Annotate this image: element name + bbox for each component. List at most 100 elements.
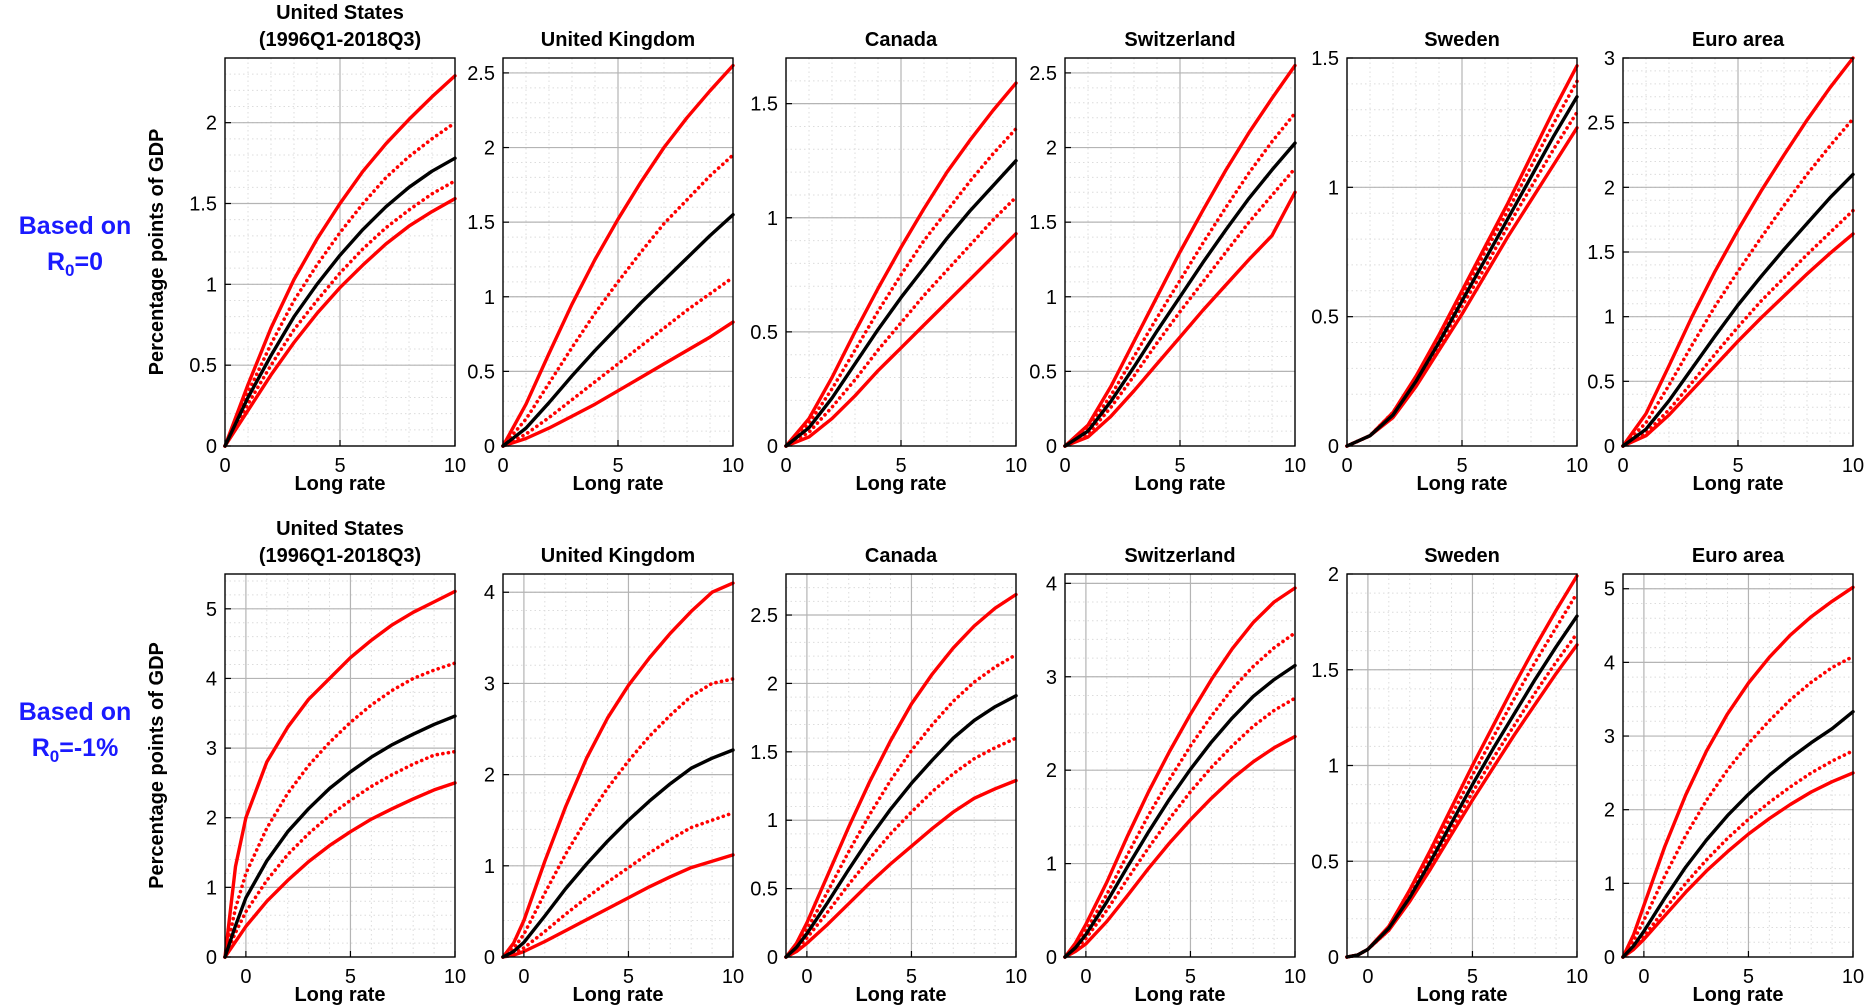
minor-grid	[786, 58, 1016, 446]
y-tick-label: 0	[484, 436, 495, 458]
x-axis-label: Long rate	[855, 473, 946, 495]
x-tick-label: 10	[1284, 966, 1306, 988]
x-tick-label: 10	[1842, 966, 1864, 988]
y-tick-label: 1	[767, 208, 778, 230]
chart-title: United Kingdom	[541, 29, 695, 51]
y-tick-label: 0	[767, 436, 778, 458]
x-tick-label: 10	[1566, 966, 1588, 988]
series-line-upper	[784, 592, 1018, 959]
series-line-central	[223, 156, 457, 448]
x-tick-label: 10	[1566, 455, 1588, 477]
axes-box	[224, 573, 456, 958]
chart-title: Switzerland	[1124, 545, 1235, 567]
series-line-upper-inner	[784, 652, 1018, 959]
major-grid	[225, 574, 455, 957]
y-tick-label: 1	[1604, 307, 1615, 329]
series-line-lower-inner	[223, 179, 457, 448]
y-tick-label: 0	[1046, 947, 1057, 969]
x-tick-label: 5	[906, 966, 917, 988]
x-tick-label: 5	[345, 966, 356, 988]
y-axis-label: Percentage points of GDP	[146, 129, 168, 376]
minor-grid	[1347, 58, 1577, 446]
series-line-upper	[784, 81, 1018, 448]
chart-title: Switzerland	[1124, 29, 1235, 51]
y-tick-label: 0	[206, 947, 217, 969]
chart-title: (1996Q1-2018Q3)	[259, 545, 421, 567]
chart-title: United States	[276, 518, 404, 540]
y-tick-label: 1.5	[1029, 212, 1057, 234]
x-axis-label: Long rate	[855, 984, 946, 1006]
series-line-central	[1063, 141, 1297, 448]
y-tick-label: 1.5	[1311, 660, 1339, 682]
y-tick-label: 5	[206, 599, 217, 621]
x-axis-label: Long rate	[294, 473, 385, 495]
row-label-r0-zero: Based on R0=0	[0, 208, 150, 289]
series-line-lower	[1063, 190, 1297, 448]
series-line-lower-inner	[501, 811, 735, 959]
y-tick-label: 2.5	[750, 605, 778, 627]
x-axis-label: Long rate	[1134, 984, 1225, 1006]
axes-box	[1064, 573, 1296, 958]
y-tick-label: 2	[1328, 564, 1339, 586]
y-tick-label: 1	[206, 274, 217, 296]
y-tick-label: 0.5	[189, 355, 217, 377]
x-tick-label: 5	[1185, 966, 1196, 988]
y-tick-label: 1.5	[750, 742, 778, 764]
x-tick-label: 5	[1743, 966, 1754, 988]
x-tick-label: 0	[1059, 455, 1070, 477]
x-tick-label: 5	[334, 455, 345, 477]
y-tick-label: 1	[484, 856, 495, 878]
x-tick-label: 0	[1341, 455, 1352, 477]
y-tick-label: 2	[1046, 138, 1057, 160]
chart-title: United Kingdom	[541, 545, 695, 567]
row-label-line2: R0=0	[46, 248, 104, 280]
row-label-line1: Based on	[18, 698, 132, 726]
y-tick-label: 1	[484, 287, 495, 309]
x-axis-label: Long rate	[1692, 473, 1783, 495]
chart-title: Sweden	[1424, 29, 1500, 51]
y-tick-label: 3	[1604, 48, 1615, 70]
chart-panel: 0 5 10 0 0.5 1 1.5 Long rate Canada	[750, 29, 1027, 495]
x-tick-label: 10	[722, 455, 744, 477]
series-line-lower-inner	[784, 736, 1018, 959]
series-line-upper-inner	[223, 661, 457, 959]
axes-box	[785, 573, 1017, 958]
y-tick-label: 2.5	[1029, 63, 1057, 85]
x-tick-label: 10	[1842, 455, 1864, 477]
x-tick-label: 0	[497, 455, 508, 477]
major-grid	[1623, 574, 1853, 957]
x-axis-label: Long rate	[1416, 984, 1507, 1006]
y-tick-label: 1.5	[189, 194, 217, 216]
chart-title: Canada	[865, 545, 938, 567]
y-tick-label: 3	[206, 738, 217, 760]
y-tick-label: 0.5	[467, 361, 495, 383]
series-line-upper	[1621, 585, 1855, 959]
y-tick-label: 2.5	[467, 63, 495, 85]
x-tick-label: 10	[722, 966, 744, 988]
series-line-lower	[1621, 232, 1855, 448]
y-tick-label: 0	[767, 947, 778, 969]
y-tick-label: 1.5	[467, 212, 495, 234]
minor-grid	[1622, 574, 1853, 957]
y-tick-label: 1	[1328, 177, 1339, 199]
y-tick-label: 0.5	[1311, 307, 1339, 329]
series-line-lower	[1063, 734, 1297, 959]
major-grid	[1065, 574, 1295, 957]
series-line-upper-inner	[1063, 631, 1297, 959]
y-tick-label: 2	[1604, 177, 1615, 199]
series-line-upper-inner	[501, 153, 735, 448]
major-grid	[1347, 58, 1577, 446]
chart-panel: 0 5 10 0 0.5 1 1.5 2 Long rate Sweden	[1311, 545, 1588, 1006]
series-line-lower-inner	[784, 195, 1018, 448]
chart-title: Sweden	[1424, 545, 1500, 567]
x-tick-label: 10	[1005, 966, 1027, 988]
x-tick-label: 0	[1617, 455, 1628, 477]
x-tick-label: 5	[1467, 966, 1478, 988]
y-tick-label: 1.5	[750, 94, 778, 116]
y-tick-label: 3	[484, 673, 495, 695]
series-line-lower-inner	[501, 275, 735, 448]
series-line-upper	[1063, 586, 1297, 959]
x-axis-label: Long rate	[572, 473, 663, 495]
series-line-lower	[223, 196, 457, 448]
major-grid	[1623, 58, 1853, 446]
